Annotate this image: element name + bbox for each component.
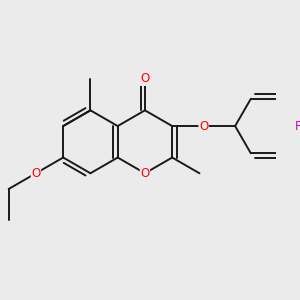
Text: O: O bbox=[199, 120, 208, 133]
Text: O: O bbox=[31, 167, 40, 180]
Text: O: O bbox=[140, 167, 150, 180]
Text: O: O bbox=[140, 72, 150, 86]
Text: F: F bbox=[295, 120, 300, 133]
Text: O: O bbox=[140, 167, 150, 180]
Text: O: O bbox=[140, 72, 150, 86]
Text: O: O bbox=[199, 120, 208, 133]
Text: O: O bbox=[31, 167, 40, 180]
Text: F: F bbox=[295, 120, 300, 133]
